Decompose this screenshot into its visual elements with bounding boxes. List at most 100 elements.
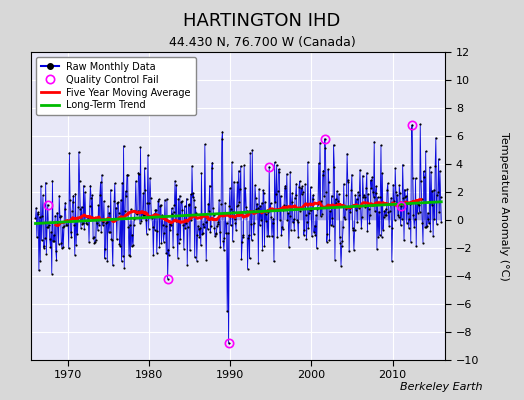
Point: [374, 194, 382, 200]
Point: [137, 218, 145, 224]
Point: [361, 194, 369, 201]
Point: [384, 209, 392, 215]
Point: [241, 208, 249, 215]
Point: [180, 203, 189, 210]
Point: [195, 233, 204, 240]
Point: [394, 212, 402, 218]
Point: [319, 172, 327, 178]
Point: [171, 178, 179, 184]
Point: [143, 199, 151, 206]
Point: [424, 216, 433, 222]
Point: [85, 239, 93, 245]
Point: [160, 230, 168, 236]
Point: [55, 192, 63, 199]
Point: [110, 198, 118, 204]
Point: [281, 182, 290, 189]
Point: [62, 222, 70, 228]
Point: [386, 208, 394, 214]
Point: [206, 228, 214, 235]
Point: [111, 180, 119, 186]
Point: [240, 162, 248, 168]
Point: [299, 189, 307, 195]
Point: [81, 189, 89, 196]
Point: [64, 218, 72, 224]
Point: [185, 247, 194, 253]
Point: [56, 214, 64, 221]
Point: [388, 258, 396, 264]
Point: [307, 207, 315, 213]
Point: [54, 241, 63, 247]
Point: [236, 163, 245, 169]
Point: [356, 202, 365, 208]
Point: [105, 210, 114, 216]
Point: [347, 171, 356, 178]
Point: [147, 212, 156, 219]
Point: [419, 239, 427, 246]
Point: [95, 222, 103, 228]
Point: [296, 178, 304, 184]
Point: [102, 220, 110, 226]
Point: [139, 190, 147, 196]
Point: [111, 217, 119, 223]
Point: [337, 262, 345, 269]
Point: [161, 222, 170, 229]
Point: [42, 250, 50, 257]
Point: [402, 220, 411, 226]
Point: [339, 224, 347, 230]
Point: [136, 144, 145, 150]
Point: [191, 254, 199, 260]
Point: [245, 232, 253, 238]
Point: [224, 230, 232, 236]
Point: [119, 253, 127, 260]
Point: [174, 196, 183, 202]
Point: [151, 207, 160, 214]
Point: [212, 230, 220, 237]
Point: [219, 129, 227, 135]
Point: [199, 230, 207, 236]
Point: [89, 235, 97, 241]
Point: [268, 220, 277, 226]
Point: [408, 122, 417, 128]
Point: [113, 200, 122, 206]
Point: [291, 195, 299, 201]
Point: [179, 222, 188, 228]
Point: [91, 239, 100, 246]
Point: [275, 166, 283, 172]
Point: [148, 214, 156, 221]
Point: [411, 216, 419, 222]
Point: [198, 231, 206, 238]
Point: [409, 212, 418, 218]
Point: [184, 201, 193, 208]
Point: [361, 204, 369, 210]
Point: [310, 229, 318, 235]
Point: [134, 208, 142, 214]
Point: [358, 213, 366, 220]
Point: [290, 227, 299, 234]
Point: [321, 136, 329, 142]
Point: [167, 222, 175, 228]
Point: [273, 234, 281, 240]
Point: [423, 210, 432, 216]
Text: HARTINGTON IHD: HARTINGTON IHD: [183, 12, 341, 30]
Point: [354, 189, 362, 196]
Point: [283, 217, 292, 223]
Point: [379, 226, 387, 233]
Point: [370, 138, 378, 145]
Point: [43, 224, 51, 230]
Point: [303, 159, 312, 165]
Point: [232, 227, 240, 233]
Point: [51, 212, 59, 219]
Point: [235, 168, 243, 174]
Point: [231, 216, 239, 222]
Point: [390, 216, 399, 223]
Point: [67, 229, 75, 235]
Point: [354, 205, 363, 211]
Point: [141, 186, 149, 193]
Point: [187, 191, 195, 198]
Point: [197, 170, 205, 176]
Point: [127, 243, 136, 250]
Point: [34, 209, 42, 216]
Point: [305, 209, 313, 216]
Point: [297, 185, 305, 191]
Point: [275, 169, 283, 175]
